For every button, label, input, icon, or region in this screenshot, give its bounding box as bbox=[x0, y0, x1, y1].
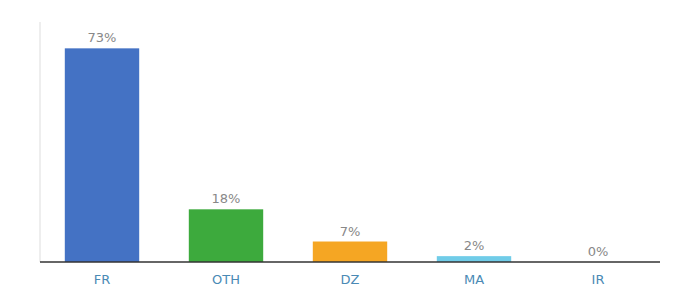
data-label: 7% bbox=[340, 224, 361, 239]
y-axis-line bbox=[40, 22, 41, 262]
bar bbox=[189, 209, 263, 262]
x-tick-label: IR bbox=[592, 272, 605, 287]
bar bbox=[313, 242, 387, 262]
data-label: 0% bbox=[588, 244, 609, 259]
x-tick-label: OTH bbox=[212, 272, 240, 287]
chart-container: 73% 18% 7% 2% 0% FR OTH DZ MA IR bbox=[0, 0, 680, 300]
x-tick-label: DZ bbox=[341, 272, 360, 287]
x-ticks: FR OTH DZ MA IR bbox=[94, 272, 605, 287]
bar bbox=[65, 48, 139, 262]
x-axis-line bbox=[40, 261, 660, 263]
x-tick-label: MA bbox=[464, 272, 484, 287]
data-labels: 73% 18% 7% 2% 0% bbox=[88, 30, 609, 259]
data-label: 18% bbox=[212, 191, 241, 206]
bar bbox=[437, 256, 511, 262]
chart: 73% 18% 7% 2% 0% FR OTH DZ MA IR bbox=[0, 0, 680, 300]
data-label: 73% bbox=[88, 30, 117, 45]
data-label: 2% bbox=[464, 238, 485, 253]
x-tick-label: FR bbox=[94, 272, 111, 287]
bars bbox=[65, 48, 511, 262]
